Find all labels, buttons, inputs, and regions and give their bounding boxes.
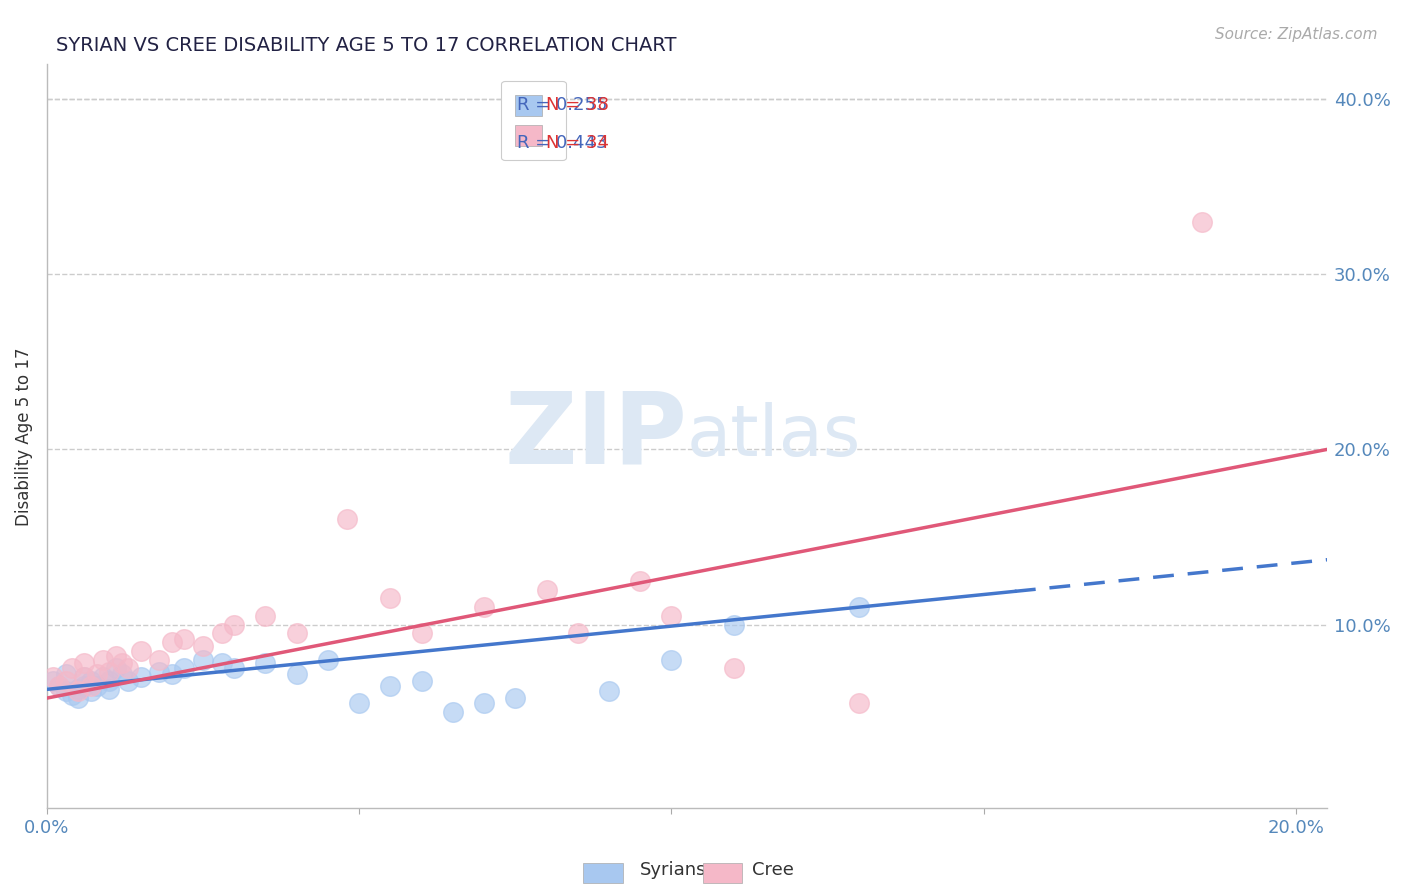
Point: [104, 648, 127, 663]
Point: [285, 666, 308, 681]
Point: [73, 679, 96, 693]
Point: [336, 512, 359, 526]
Point: [380, 679, 402, 693]
Point: [42, 670, 65, 684]
Point: [117, 673, 139, 688]
Point: [285, 626, 308, 640]
Point: [79, 679, 101, 693]
Point: [98, 682, 121, 697]
Point: [79, 673, 101, 688]
Point: [848, 600, 870, 615]
Point: [55, 673, 77, 688]
Point: [148, 665, 170, 679]
Point: [67, 682, 90, 697]
Point: [536, 582, 558, 597]
Point: [104, 661, 127, 675]
Point: [411, 626, 433, 640]
Point: [723, 661, 745, 675]
Point: [79, 684, 101, 698]
Point: [86, 666, 108, 681]
Point: [60, 688, 83, 702]
Point: [173, 661, 195, 675]
Point: [254, 656, 277, 670]
Point: [73, 670, 96, 684]
Point: [598, 684, 620, 698]
Point: [723, 617, 745, 632]
Point: [67, 684, 90, 698]
Point: [503, 691, 526, 706]
Point: [86, 679, 108, 693]
Point: [173, 632, 195, 646]
Point: [567, 626, 589, 640]
Text: R = 0.443: R = 0.443: [516, 135, 607, 153]
Point: [111, 656, 134, 670]
Text: SYRIAN VS CREE DISABILITY AGE 5 TO 17 CORRELATION CHART: SYRIAN VS CREE DISABILITY AGE 5 TO 17 CO…: [56, 36, 676, 54]
Point: [129, 670, 152, 684]
Point: [160, 666, 183, 681]
Text: N = 38: N = 38: [546, 96, 609, 114]
Point: [48, 679, 70, 693]
Point: [42, 673, 65, 688]
Point: [848, 697, 870, 711]
Text: atlas: atlas: [688, 401, 862, 471]
Point: [472, 600, 495, 615]
Point: [1191, 215, 1213, 229]
Point: [224, 617, 246, 632]
Text: Source: ZipAtlas.com: Source: ZipAtlas.com: [1215, 27, 1378, 42]
Point: [661, 652, 683, 666]
Point: [148, 652, 170, 666]
Point: [191, 639, 214, 653]
Point: [111, 666, 134, 681]
Point: [628, 574, 651, 588]
Point: [316, 652, 339, 666]
Point: [160, 635, 183, 649]
Text: R = 0.255: R = 0.255: [516, 96, 607, 114]
Point: [347, 697, 370, 711]
Point: [98, 665, 121, 679]
Point: [60, 661, 83, 675]
Point: [55, 684, 77, 698]
Point: [117, 661, 139, 675]
Legend: , : ,: [501, 80, 565, 161]
Point: [211, 626, 233, 640]
Point: [91, 652, 114, 666]
Point: [67, 691, 90, 706]
Point: [129, 644, 152, 658]
Point: [73, 656, 96, 670]
Text: Syrians: Syrians: [640, 861, 706, 879]
Y-axis label: Disability Age 5 to 17: Disability Age 5 to 17: [15, 347, 32, 525]
Point: [411, 673, 433, 688]
Point: [380, 591, 402, 606]
Point: [98, 673, 121, 688]
Point: [441, 705, 464, 719]
Text: N = 34: N = 34: [546, 135, 609, 153]
Point: [472, 697, 495, 711]
Point: [55, 666, 77, 681]
Point: [254, 608, 277, 623]
Point: [91, 670, 114, 684]
Point: [211, 656, 233, 670]
Point: [48, 679, 70, 693]
Point: [224, 661, 246, 675]
Text: ZIP: ZIP: [505, 388, 688, 484]
Text: Cree: Cree: [752, 861, 794, 879]
Point: [191, 652, 214, 666]
Point: [661, 608, 683, 623]
Point: [73, 670, 96, 684]
